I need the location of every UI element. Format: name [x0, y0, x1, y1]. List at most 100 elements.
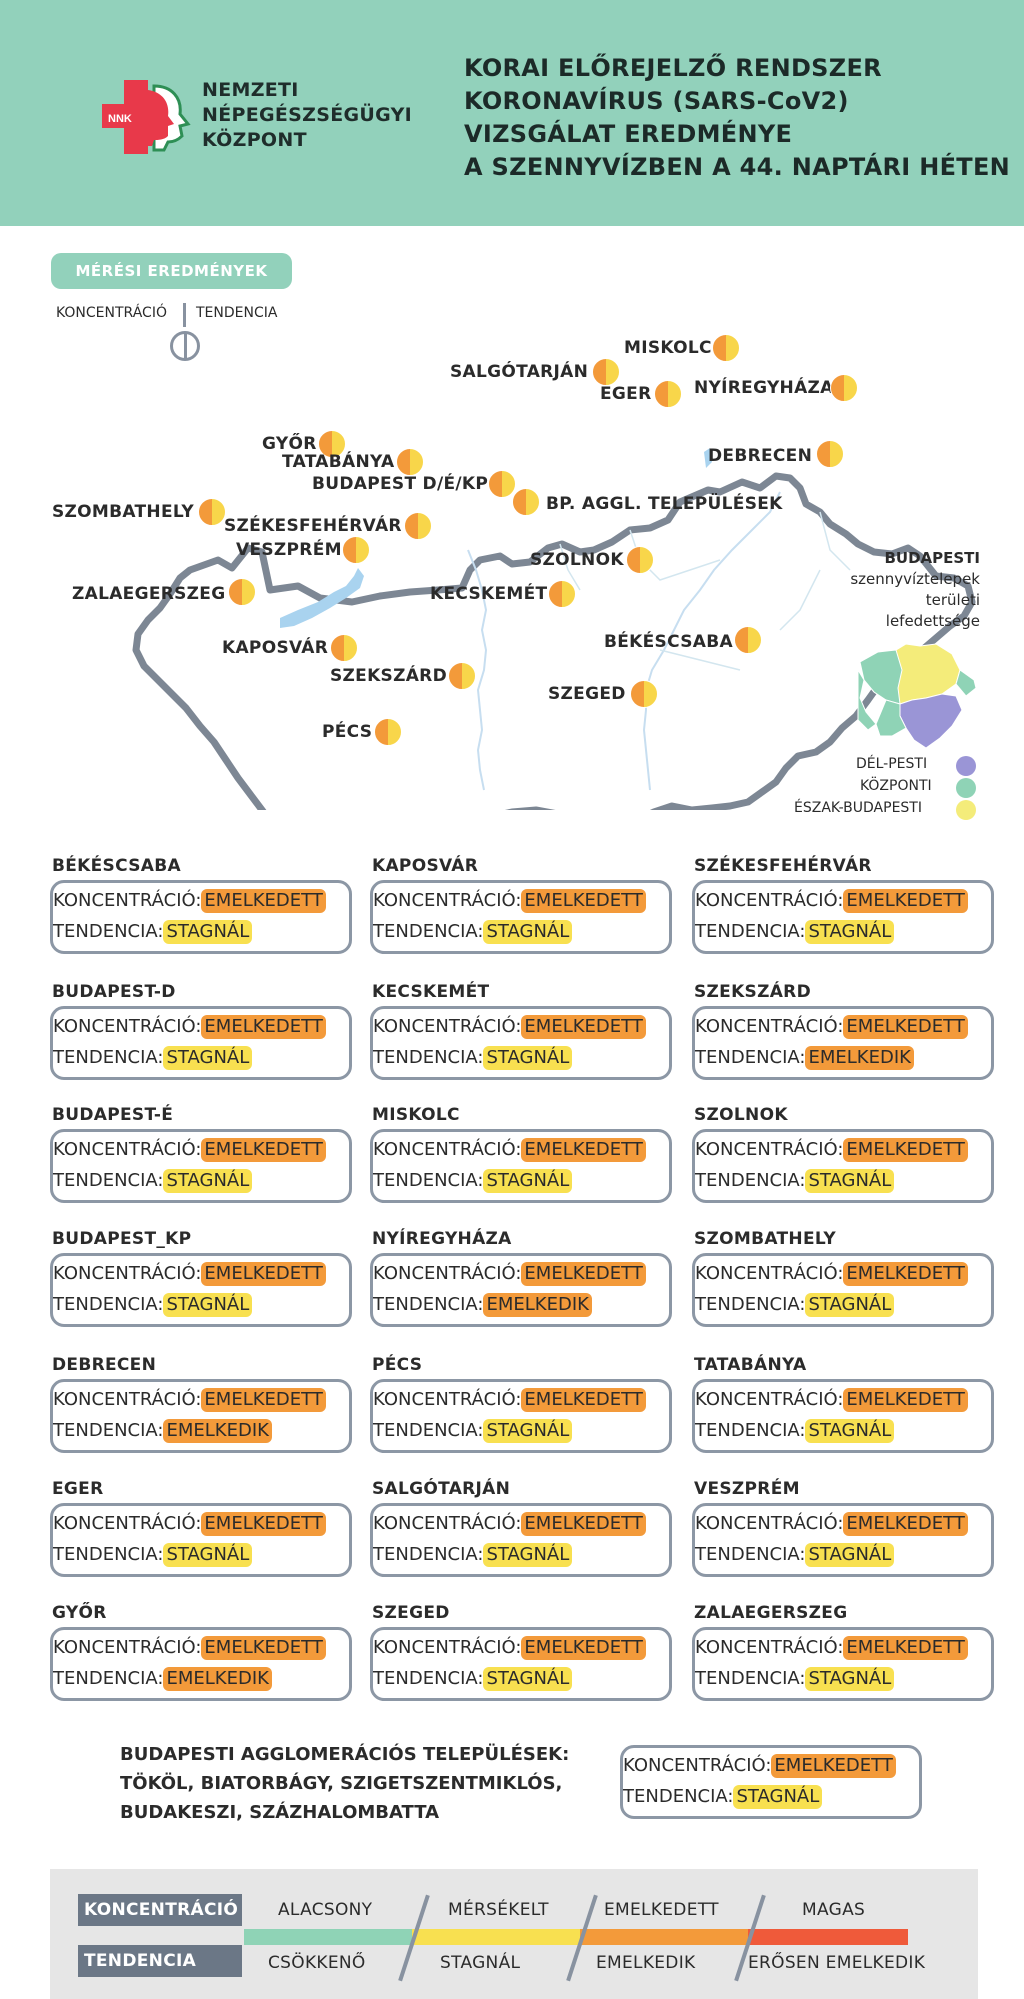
concentration-label: KONCENTRÁCIÓ: [53, 1637, 202, 1658]
concentration-value: EMELKEDETT [521, 1262, 646, 1286]
card-title: SZOMBATHELY [694, 1229, 836, 1249]
trend-value: STAGNÁL [805, 1667, 895, 1691]
concentration-row: KONCENTRÁCIÓ: EMELKEDETT [623, 1754, 896, 1778]
trend-label: TENDENCIA: [623, 1786, 734, 1807]
concentration-value: EMELKEDETT [201, 1138, 326, 1162]
bp-key-dot-eszak-budapesti [956, 800, 976, 820]
map-label-kaposvar: KAPOSVÁR [222, 638, 329, 658]
card-title: BUDAPEST-D [52, 982, 176, 1002]
concentration-value: EMELKEDETT [521, 1388, 646, 1412]
bp-key-kozponti: KÖZPONTI [860, 778, 932, 794]
concentration-label: KONCENTRÁCIÓ: [373, 1389, 522, 1410]
map-dot-szolnok [626, 546, 654, 574]
result-card: KONCENTRÁCIÓ: EMELKEDETT TENDENCIA: STAGNÁL [50, 1253, 352, 1327]
concentration-label: KONCENTRÁCIÓ: [53, 1139, 202, 1160]
concentration-row: KONCENTRÁCIÓ: EMELKEDETT [53, 889, 326, 913]
trend-label: TENDENCIA: [53, 1170, 164, 1191]
result-card: KONCENTRÁCIÓ: EMELKEDETT TENDENCIA: STAGNÁL [50, 880, 352, 954]
card-title: EGER [52, 1479, 104, 1499]
trend-row: TENDENCIA: STAGNÁL [53, 920, 253, 944]
trend-row: TENDENCIA: STAGNÁL [373, 1046, 573, 1070]
trend-value: STAGNÁL [483, 1543, 573, 1567]
map-label-eger: EGER [600, 384, 652, 404]
trend-row: TENDENCIA: EMELKEDIK [695, 1046, 914, 1070]
bp-legend-line: szennyvíztelepek [850, 570, 980, 588]
card-title: KECSKEMÉT [372, 982, 490, 1002]
trend-label: TENDENCIA: [53, 921, 164, 942]
concentration-row: KONCENTRÁCIÓ: EMELKEDETT [695, 1512, 968, 1536]
level-strip-elevated [580, 1929, 748, 1945]
concentration-value: EMELKEDETT [843, 889, 968, 913]
trend-value: STAGNÁL [483, 1046, 573, 1070]
trend-row: TENDENCIA: STAGNÁL [53, 1543, 253, 1567]
card-title: BUDAPEST-É [52, 1105, 174, 1125]
concentration-row: KONCENTRÁCIÓ: EMELKEDETT [373, 1015, 646, 1039]
concentration-value: EMELKEDETT [771, 1754, 896, 1778]
card-title: SZOLNOK [694, 1105, 788, 1125]
map-label-szombathely: SZOMBATHELY [52, 502, 194, 522]
concentration-label: KONCENTRÁCIÓ: [695, 1513, 844, 1534]
map-label-veszprem: VESZPRÉM [236, 540, 342, 560]
concentration-label: KONCENTRÁCIÓ: [53, 1016, 202, 1037]
map-label-miskolc: MISKOLC [624, 338, 712, 358]
trend-row: TENDENCIA: STAGNÁL [373, 1419, 573, 1443]
concentration-value: EMELKEDETT [521, 1015, 646, 1039]
concentration-value: EMELKEDETT [201, 1262, 326, 1286]
aggl-line: BUDAPESTI AGGLOMERÁCIÓS TELEPÜLÉSEK: [120, 1744, 570, 1765]
nnk-logo: NNK [102, 80, 191, 154]
result-card: KONCENTRÁCIÓ: EMELKEDETT TENDENCIA: STAGNÁL [370, 1503, 672, 1577]
result-card: KONCENTRÁCIÓ: EMELKEDETT TENDENCIA: STAGNÁL [50, 1503, 352, 1577]
result-card: KONCENTRÁCIÓ: EMELKEDETT TENDENCIA: STAGNÁL [692, 1627, 994, 1701]
trend-row: TENDENCIA: STAGNÁL [695, 1543, 895, 1567]
trend-label: TENDENCIA: [373, 1420, 484, 1441]
concentration-label: KONCENTRÁCIÓ: [623, 1755, 772, 1776]
trend-row: TENDENCIA: EMELKEDIK [53, 1667, 272, 1691]
map-label-nyiregyhaza: NYÍREGYHÁZA [694, 378, 834, 398]
map-dot-budapest [488, 470, 516, 498]
county-borders [559, 511, 851, 671]
trend-label: TENDENCIA: [373, 1047, 484, 1068]
concentration-label: KONCENTRÁCIÓ: [53, 1513, 202, 1534]
card-title: GYŐR [52, 1603, 107, 1623]
trend-label: TENDENCIA: [373, 921, 484, 942]
card-title: BÉKÉSCSABA [52, 856, 181, 876]
concentration-label: KONCENTRÁCIÓ: [695, 890, 844, 911]
concentration-value: EMELKEDETT [843, 1388, 968, 1412]
legend-concentration-title: KONCENTRÁCIÓ [78, 1894, 242, 1926]
card-title: VESZPRÉM [694, 1479, 800, 1499]
trend-row: TENDENCIA: STAGNÁL [695, 1667, 895, 1691]
trend-value: EMELKEDIK [163, 1419, 272, 1443]
result-card: KONCENTRÁCIÓ: EMELKEDETT TENDENCIA: STAGNÁL [692, 880, 994, 954]
map-dot-salgotarjan [592, 358, 620, 386]
concentration-row: KONCENTRÁCIÓ: EMELKEDETT [695, 1636, 968, 1660]
concentration-label: KONCENTRÁCIÓ: [695, 1263, 844, 1284]
result-card: KONCENTRÁCIÓ: EMELKEDETT TENDENCIA: STAGNÁL [370, 1379, 672, 1453]
concentration-value: EMELKEDETT [201, 889, 326, 913]
level-alacsony: ALACSONY [278, 1900, 373, 1920]
map-dot-gyor [318, 430, 346, 458]
level-magas: MAGAS [802, 1900, 866, 1920]
level-strip-low [244, 1929, 412, 1945]
trend-row: TENDENCIA: STAGNÁL [623, 1785, 823, 1809]
trend-label: TENDENCIA: [695, 1668, 806, 1689]
map-label-szeged: SZEGED [548, 684, 626, 704]
result-card: KONCENTRÁCIÓ: EMELKEDETT TENDENCIA: EMELKED… [692, 1006, 994, 1080]
card-title: SZÉKESFEHÉRVÁR [694, 856, 872, 876]
concentration-value: EMELKEDETT [521, 1636, 646, 1660]
map-label-budapest: BUDAPEST D/É/KP [312, 474, 489, 494]
trend-value: EMELKEDIK [483, 1293, 592, 1317]
title-line-1: KORAI ELŐREJELZŐ RENDSZER [464, 54, 882, 82]
concentration-label: KONCENTRÁCIÓ: [53, 890, 202, 911]
title-line-4: A SZENNYVÍZBEN A 44. NAPTÁRI HÉTEN [464, 153, 1011, 181]
header: NNK NEMZETI NÉPEGÉSZSÉGÜGYI KÖZPONT KORA… [0, 0, 1024, 226]
result-card: KONCENTRÁCIÓ: EMELKEDETT TENDENCIA: STAGNÁL [370, 1129, 672, 1203]
concentration-row: KONCENTRÁCIÓ: EMELKEDETT [53, 1015, 326, 1039]
map-dot-bp-aggl [512, 488, 540, 516]
concentration-label: KONCENTRÁCIÓ: [53, 1263, 202, 1284]
trend-row: TENDENCIA: STAGNÁL [373, 920, 573, 944]
card-title: DEBRECEN [52, 1355, 157, 1375]
map-dot-debrecen [816, 440, 844, 468]
svg-text:NNK: NNK [108, 113, 132, 125]
map-label-gyor: GYŐR [262, 434, 317, 454]
card-title: BUDAPEST_KP [52, 1229, 192, 1249]
